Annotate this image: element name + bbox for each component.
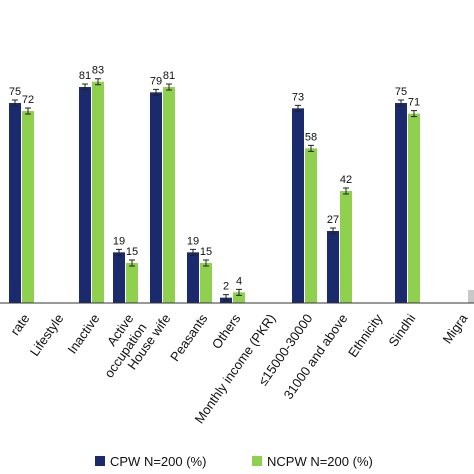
data-label-ncpw-9: 42 [340,174,352,186]
x-tick-label-11: Sindhi [385,311,418,349]
error-bar-ncpw-9 [343,187,349,195]
data-label-cpw-2: 81 [79,70,91,82]
data-label-cpw-3: 19 [113,235,125,247]
bar-cpw-3 [113,252,125,303]
bar-ncpw-6 [233,292,245,303]
error-bar-cpw-8 [295,104,301,112]
bar-ncpw-5 [200,263,212,303]
bar-ncpw-2 [92,81,104,303]
error-bar-cpw-11 [398,99,404,107]
error-bar-cpw-0 [12,99,18,107]
x-tick-label-10: Ethnicity [345,311,386,360]
error-bar-cpw-2 [82,83,88,91]
legend: CPW N=200 (%) NCPW N=200 (%) [95,454,373,469]
x-tick-text-1-0: Lifestyle [27,311,67,359]
data-label-ncpw-4: 81 [163,70,175,82]
bar-cpw-11 [395,103,407,304]
x-tick-text-10-0: Ethnicity [345,311,386,360]
legend-swatch-cpw [95,456,105,466]
error-bar-cpw-5 [190,248,196,256]
x-tick-label-9: 31000 and above [281,311,351,402]
bar-cpw-9 [327,231,339,303]
error-bar-ncpw-3 [129,259,135,267]
data-label-ncpw-0: 72 [22,94,34,106]
data-label-cpw-5: 19 [187,235,199,247]
x-tick-text-12-0: Migra [440,310,471,346]
data-label-ncpw-11: 71 [408,97,420,109]
data-label-cpw-6: 2 [223,281,229,293]
bar-ncpw-4 [163,87,175,303]
bar-cpw-2 [79,87,91,303]
bar-ncpw-9 [340,191,352,303]
x-tick-text-5-0: Peasants [167,311,211,364]
x-tick-text-9-0: 31000 and above [281,311,351,402]
legend-swatch-ncpw [252,456,262,466]
error-bar-cpw-6 [223,294,229,302]
x-tick-label-1: Lifestyle [27,311,67,359]
partial-bar-edge [468,290,474,303]
error-bar-ncpw-2 [95,78,101,86]
x-tick-text-2-0: Inactive [64,311,102,356]
data-label-cpw-0: 75 [9,86,21,98]
error-bar-ncpw-4 [166,83,172,91]
x-tick-text-11-0: Sindhi [385,311,418,349]
data-label-ncpw-3: 15 [126,246,138,258]
error-bar-ncpw-8 [308,144,314,152]
x-tick-text-0-0: rate [7,311,32,338]
bar-cpw-5 [187,252,199,303]
bar-cpw-8 [292,108,304,303]
data-label-cpw-11: 75 [395,86,407,98]
error-bar-ncpw-0 [25,107,31,115]
error-bar-ncpw-6 [236,288,242,296]
data-label-ncpw-6: 4 [236,275,242,287]
bar-cpw-4 [150,92,162,303]
x-tick-label-6: Others [209,311,244,352]
error-bar-ncpw-5 [203,259,209,267]
data-label-ncpw-5: 15 [200,246,212,258]
legend-label-cpw: CPW N=200 (%) [110,454,206,469]
bar-ncpw-0 [22,111,34,304]
bars-layer [9,78,474,304]
data-label-ncpw-8: 58 [305,131,317,143]
data-label-cpw-4: 79 [150,75,162,87]
x-tick-label-2: Inactive [64,311,102,356]
legend-label-ncpw: NCPW N=200 (%) [267,454,373,469]
x-tick-text-6-0: Others [209,311,244,352]
data-label-cpw-9: 27 [327,214,339,226]
bar-ncpw-8 [305,148,317,303]
error-bar-cpw-9 [330,227,336,235]
x-tick-label-0: rate [7,311,32,338]
x-tick-label-12: Migra [440,310,471,346]
bar-ncpw-3 [126,263,138,303]
bar-cpw-0 [9,103,21,304]
x-tick-label-5: Peasants [167,311,211,364]
error-bar-ncpw-11 [411,110,417,118]
bar-ncpw-11 [408,113,420,303]
error-bar-cpw-3 [116,248,122,256]
data-label-ncpw-2: 83 [92,65,104,77]
error-bar-cpw-4 [153,88,159,96]
data-label-cpw-8: 73 [292,91,304,103]
